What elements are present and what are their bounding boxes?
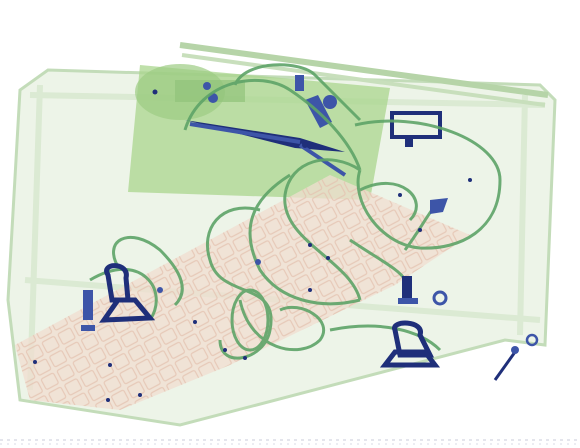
lanyard-clip-left [81,263,156,331]
metal-bracket [390,111,442,147]
metal-parts [33,178,539,402]
scan-noise [0,438,580,448]
lanyard-clip-right [379,320,441,368]
cable-bundle [89,63,502,360]
